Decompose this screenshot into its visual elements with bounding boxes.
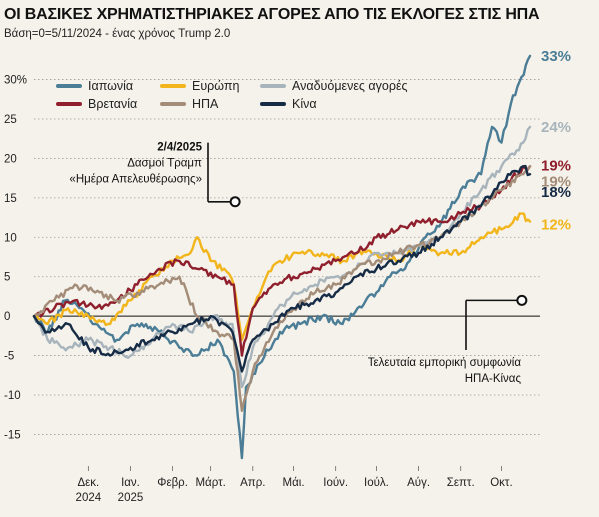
y-tick-label: 0 [4, 311, 10, 323]
legend: Ιαπωνία Ευρώπη Αναδυόμενες αγορές Βρετανία Η… [56, 79, 408, 111]
series-lines [32, 54, 532, 460]
series-line-0 [32, 54, 532, 460]
x-tick-label: Μάρτ. [195, 477, 225, 489]
y-tick-label: 5 [4, 272, 10, 284]
series-line-1 [32, 212, 532, 341]
chart-subtitle: Βάση=0=5/11/2024 - ένας χρόνος Trump 2.0 [4, 28, 231, 40]
y-tick-label: -15 [4, 429, 21, 441]
series-line-2 [32, 125, 532, 389]
x-tick-label: Ιαν. [121, 477, 140, 489]
x-axis: Δεκ. 2024 Ιαν. 2025 Φεβρ. Μάρτ. Απρ. Μάι. Ιούν. Ι… [76, 466, 513, 504]
annotation-text: ΗΠΑ-Κίνας [465, 373, 522, 385]
annotation-text: «Ημέρα Απελευθέρωσης» [69, 174, 202, 186]
x-tick-label: Μάι. [283, 477, 305, 489]
y-tick-label: 25 [4, 114, 17, 126]
annotations: 2/4/2025 Δασμοί Τραμπ «Ημέρα Απελευθέρωσης… [69, 142, 528, 385]
x-tick-label: Ιούλ. [364, 477, 389, 489]
annotation-dot [516, 294, 528, 306]
x-tick-label-year: 2025 [118, 492, 144, 504]
annotation-text: Τελευταία εμπορική συμφωνία [368, 357, 522, 369]
chart-title: ΟΙ ΒΑΣΙΚΕΣ ΧΡΗΜΑΤΙΣΤΗΡΙΑΚΕΣ ΑΓΟΡΕΣ ΑΠΟ Τ… [4, 6, 540, 23]
end-labels: 33%12%24%19%19%18% [541, 48, 571, 234]
series-line-5 [32, 164, 532, 373]
x-tick-label-year: 2024 [76, 492, 102, 504]
end-label: 24% [541, 119, 571, 136]
annotation-date: 2/4/2025 [157, 142, 202, 154]
end-label: 12% [541, 217, 571, 234]
legend-label: Βρετανία [88, 97, 137, 111]
end-label: 19% [541, 173, 571, 190]
x-tick-label: Απρ. [240, 477, 265, 489]
x-tick-label: Οκτ. [490, 477, 512, 489]
legend-label: ΗΠΑ [192, 97, 219, 111]
annotation-dot [229, 196, 241, 208]
y-tick-label: -10 [4, 390, 21, 402]
annotation-text: Δασμοί Τραμπ [127, 158, 202, 170]
legend-label: Αναδυόμενες αγορές [292, 79, 408, 93]
y-tick-label: -5 [4, 351, 14, 363]
end-label: 18% [541, 184, 571, 201]
end-label: 19% [541, 157, 571, 174]
y-tick-label: 20 [4, 153, 17, 165]
series-line-3 [32, 165, 532, 357]
y-axis: -15 -10 -5 0 5 10 15 20 25 30% [4, 75, 27, 442]
y-tick-label: 30% [4, 75, 27, 87]
y-tick-label: 15 [4, 193, 17, 205]
end-label: 33% [541, 48, 571, 65]
grid [34, 79, 540, 435]
x-tick-label: Σεπτ. [447, 477, 475, 489]
legend-label: Κίνα [292, 97, 317, 111]
y-tick-label: 10 [4, 232, 17, 244]
legend-label: Ευρώπη [192, 79, 239, 93]
x-tick-label: Φεβρ. [157, 477, 188, 489]
x-tick-label: Ιούν. [323, 477, 348, 489]
x-tick-label: Δεκ. [77, 477, 99, 489]
legend-label: Ιαπωνία [88, 79, 133, 93]
x-tick-label: Αύγ. [407, 477, 430, 489]
